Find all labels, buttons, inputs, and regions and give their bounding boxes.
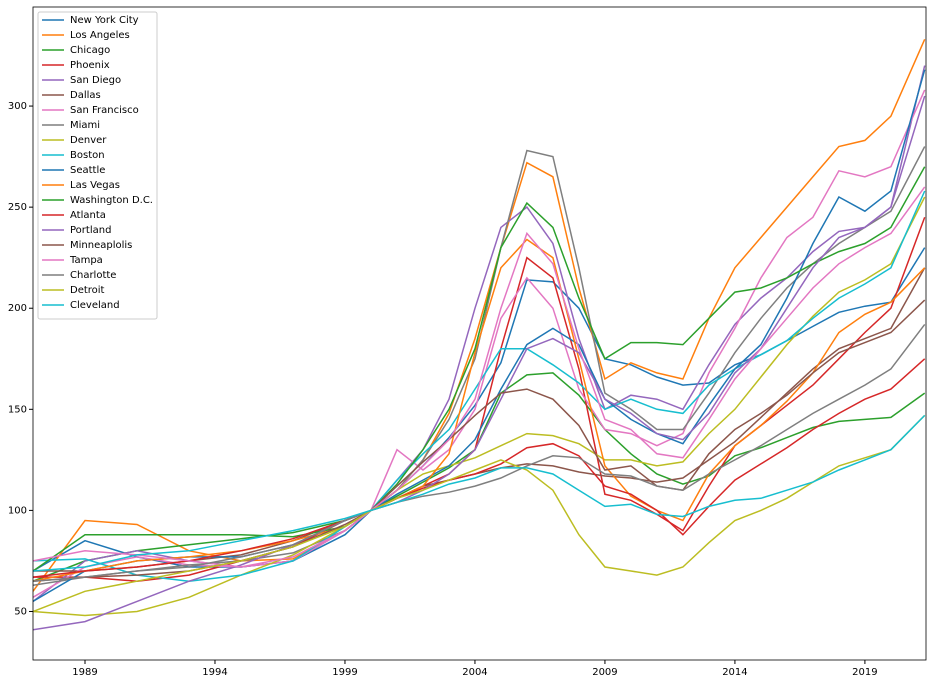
- legend-label: San Francisco: [70, 105, 139, 116]
- series-line: [33, 267, 926, 572]
- legend-label: Atlanta: [70, 210, 106, 221]
- series-line: [33, 323, 926, 582]
- series-line: [33, 166, 926, 572]
- x-tick-label: 1989: [72, 667, 97, 678]
- x-tick-label: 2004: [462, 667, 487, 678]
- x-tick-label: 2009: [592, 667, 617, 678]
- legend-label: Chicago: [70, 45, 110, 56]
- legend-box: [37, 11, 158, 320]
- series-line: [33, 414, 926, 572]
- legend-label: Cleveland: [70, 300, 120, 311]
- series-line: [33, 358, 926, 578]
- legend-label: Washington D.C.: [70, 195, 153, 206]
- y-tick-label: 150: [8, 404, 27, 415]
- legend-label: Phoenix: [70, 60, 110, 71]
- legend-label: Detroit: [70, 285, 105, 296]
- y-tick-label: 200: [8, 303, 27, 314]
- x-tick-label: 2019: [852, 667, 877, 678]
- series-line: [33, 190, 926, 582]
- x-tick-label: 2014: [722, 667, 747, 678]
- series-line: [33, 196, 926, 617]
- x-tick-label: 1999: [332, 667, 357, 678]
- legend-label: Las Vegas: [70, 180, 120, 191]
- legend-label: Los Angeles: [70, 30, 130, 41]
- legend-label: Boston: [70, 150, 105, 161]
- series-line: [33, 238, 926, 582]
- legend-label: Seattle: [70, 165, 105, 176]
- legend-label: San Diego: [70, 75, 121, 86]
- axes-frame: [32, 6, 927, 661]
- y-tick-label: 300: [8, 101, 27, 112]
- legend-label: Tampa: [69, 255, 103, 266]
- series-line: [33, 414, 926, 613]
- legend-label: Dallas: [70, 90, 101, 101]
- y-tick-label: 250: [8, 202, 27, 213]
- legend-label: Denver: [70, 135, 107, 146]
- legend-label: Miami: [70, 120, 100, 131]
- series-line: [33, 186, 926, 568]
- legend-label: Charlotte: [70, 270, 116, 281]
- legend-label: New York City: [70, 15, 139, 26]
- y-tick-label: 100: [8, 505, 27, 516]
- series-line: [33, 89, 926, 598]
- x-tick-label: 1994: [202, 667, 227, 678]
- legend-label: Portland: [70, 225, 111, 236]
- y-tick-label: 50: [14, 606, 27, 617]
- legend-label: Minneaplolis: [70, 240, 132, 251]
